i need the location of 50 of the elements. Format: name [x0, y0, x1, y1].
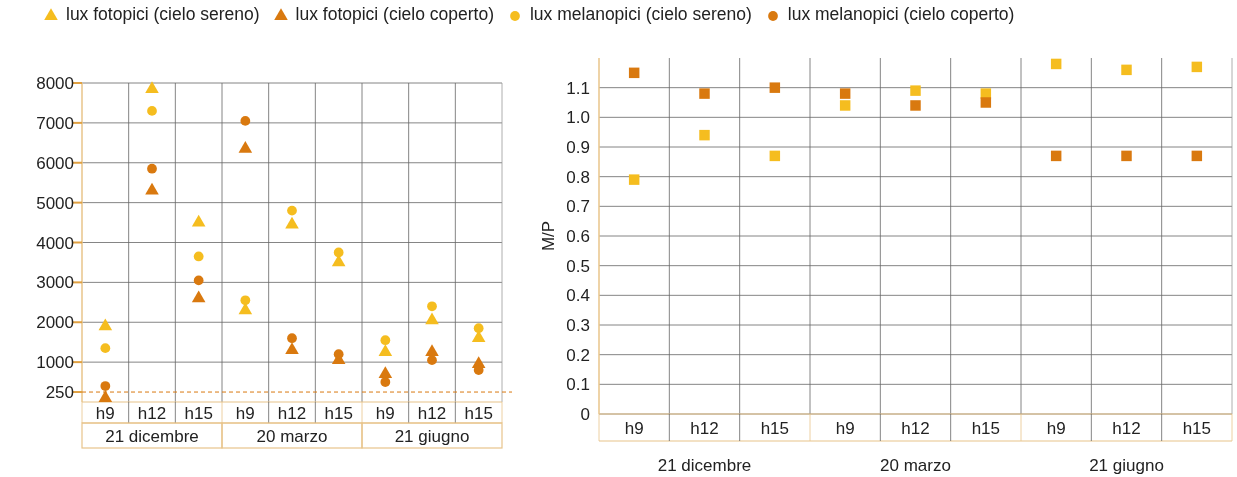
x-tick-label: h9 — [1046, 418, 1066, 438]
y-tick-label: 0.3 — [566, 316, 590, 335]
y-tick-label: 7000 — [36, 113, 74, 133]
y-tick-label: 6000 — [36, 153, 74, 173]
y-tick-label: 250 — [45, 383, 74, 403]
legend-label: lux fotopici (cielo coperto) — [295, 4, 494, 25]
x-tick-label: h15 — [1182, 418, 1212, 438]
y-tick-label: 0 — [580, 405, 590, 424]
x-tick-label: h9 — [835, 418, 855, 438]
text: 21 dicembre — [105, 427, 199, 446]
text: 21 giugno — [394, 427, 470, 446]
y-tick-label: 0.8 — [566, 167, 590, 187]
y-tick-label: 8000 — [36, 74, 74, 93]
y-tick-label: 1000 — [36, 353, 74, 373]
legend-label: lux melanopici (cielo coperto) — [787, 4, 1015, 25]
y-tick-label: 5000 — [36, 193, 74, 213]
y-tick-label: 0.4 — [566, 286, 590, 306]
x-tick-label: h15 — [760, 418, 790, 438]
text: 20 marzo — [880, 456, 951, 475]
y-tick-label: 4000 — [36, 233, 74, 253]
y-tick-label: 0.6 — [566, 227, 590, 246]
x-tick-label: h15 — [324, 403, 353, 423]
y-tick-label: 0.7 — [566, 197, 590, 217]
x-tick-label: h15 — [184, 403, 213, 423]
legend-label: lux melanopici (cielo sereno) — [529, 4, 752, 25]
x-tick-label: h12 — [137, 403, 167, 423]
x-tick-label: h12 — [690, 418, 719, 438]
x-tick-label: h12 — [277, 403, 307, 423]
text: 20 marzo — [256, 427, 328, 446]
y-tick-label: 1.1 — [566, 78, 590, 98]
y-tick-label: 0.1 — [566, 375, 590, 395]
text: 21 giugno — [1089, 456, 1164, 475]
x-tick-label: h15 — [464, 403, 493, 423]
y-tick-label: 0.5 — [566, 256, 590, 276]
y-tick-label: 0.9 — [566, 138, 590, 157]
x-tick-label: h12 — [1112, 418, 1141, 438]
y-tick-label: 3000 — [36, 273, 74, 293]
text: 21 dicembre — [657, 456, 752, 475]
legend-label: lux fotopici (cielo sereno) — [66, 4, 260, 25]
y-tick-label: 1.0 — [566, 108, 590, 128]
y-axis-title: M/P — [539, 220, 558, 252]
x-tick-label: h15 — [971, 418, 1001, 438]
x-tick-label: h9 — [95, 403, 115, 423]
x-tick-label: h9 — [375, 403, 395, 423]
x-tick-label: h12 — [417, 403, 447, 423]
x-tick-label: h9 — [235, 403, 255, 423]
y-tick-label: 2000 — [36, 313, 74, 333]
x-tick-label: h12 — [901, 418, 930, 438]
x-tick-label: h9 — [624, 418, 644, 438]
y-tick-label: 0.2 — [566, 345, 590, 365]
